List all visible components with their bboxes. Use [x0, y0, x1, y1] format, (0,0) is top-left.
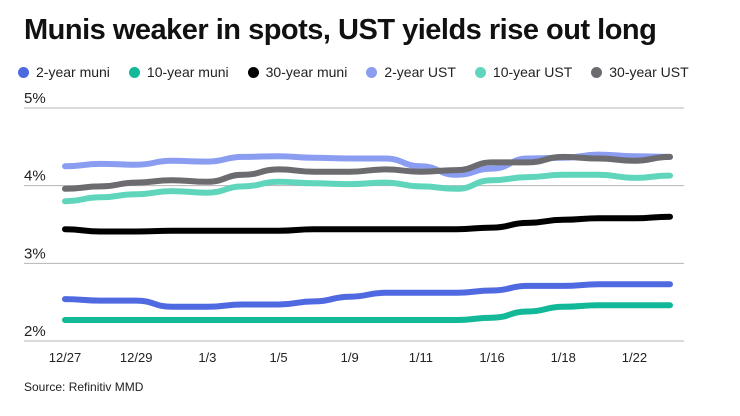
- legend-item-30-year-ust: 30-year UST: [591, 64, 689, 80]
- legend-item-2-year-ust: 2-year UST: [366, 64, 456, 80]
- chart-title: Munis weaker in spots, UST yields rise o…: [24, 14, 657, 46]
- legend-dot-icon: [247, 66, 259, 78]
- x-tick-label: 1/9: [341, 350, 359, 365]
- legend-label: 2-year UST: [384, 64, 456, 80]
- y-tick-label: 3%: [24, 245, 46, 262]
- x-tick-label: 1/11: [409, 350, 433, 365]
- series-line-2-year-muni: [62, 281, 673, 310]
- legend-dot-icon: [128, 66, 140, 78]
- legend-dot-icon: [474, 66, 486, 78]
- x-tick-label: 1/22: [622, 350, 647, 365]
- legend-dot-icon: [366, 66, 378, 78]
- legend-label: 30-year muni: [265, 64, 348, 80]
- series-line-10-year-ust: [62, 171, 673, 205]
- series-line-30-year-ust: [62, 153, 673, 192]
- legend-item-30-year-muni: 30-year muni: [247, 64, 348, 80]
- x-axis-ticks: 12/27 12/29 1/3 1/5 1/9 1/11 1/16 1/18 1/22: [49, 350, 647, 365]
- legend-label: 30-year UST: [609, 64, 689, 80]
- legend-label: 10-year UST: [492, 64, 573, 80]
- y-axis-ticks: 2% 3% 4% 5%: [24, 90, 46, 340]
- series-line-30-year-muni: [62, 213, 673, 235]
- x-tick-label: 1/16: [479, 350, 504, 365]
- x-tick-label: 1/5: [269, 350, 287, 365]
- y-tick-label: 4%: [24, 168, 46, 185]
- y-tick-label: 2%: [24, 323, 46, 340]
- legend-dot-icon: [591, 66, 603, 78]
- legend-label: 10-year muni: [146, 64, 229, 80]
- x-tick-label: 12/27: [49, 350, 82, 365]
- legend-label: 2-year muni: [36, 64, 110, 80]
- legend-item-2-year-muni: 2-year muni: [18, 64, 110, 80]
- x-tick-label: 12/29: [120, 350, 153, 365]
- x-tick-label: 1/3: [198, 350, 216, 365]
- y-tick-label: 5%: [24, 90, 46, 107]
- series-line-10-year-muni: [62, 302, 673, 324]
- legend-item-10-year-ust: 10-year UST: [474, 64, 573, 80]
- series-lines: [62, 151, 673, 324]
- legend-item-10-year-muni: 10-year muni: [128, 64, 229, 80]
- x-tick-label: 1/18: [551, 350, 576, 365]
- source-note: Source: Refinitiv MMD: [24, 380, 144, 394]
- legend-dot-icon: [18, 66, 29, 78]
- legend: 2-year muni 10-year muni 30-year muni 2-…: [18, 64, 708, 80]
